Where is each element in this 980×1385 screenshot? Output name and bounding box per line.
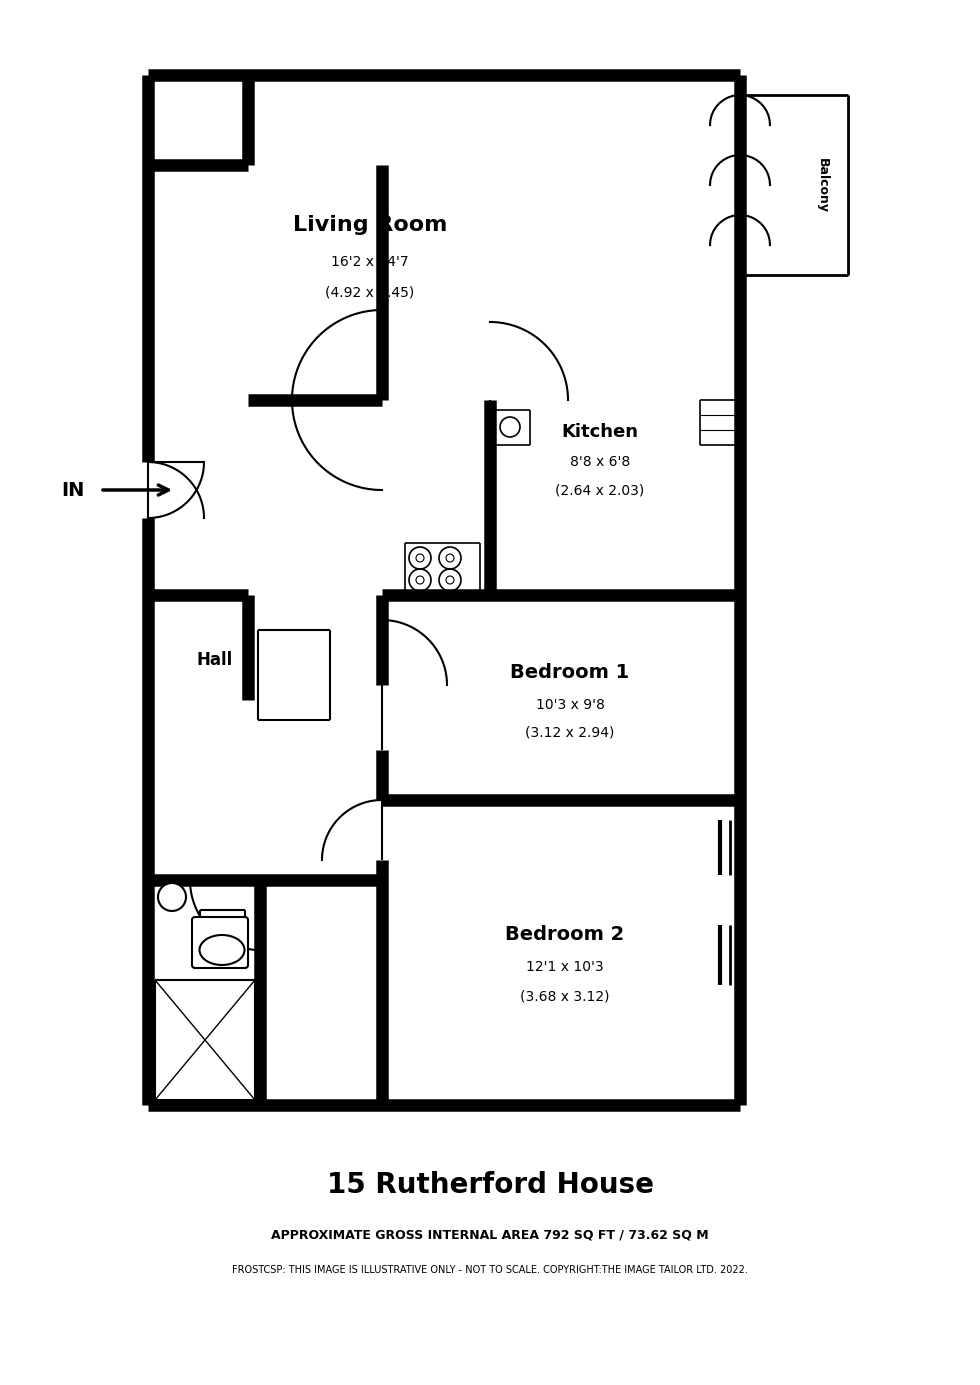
- Text: Balcony: Balcony: [815, 158, 828, 212]
- Text: Hall: Hall: [197, 651, 233, 669]
- Text: 15 Rutherford House: 15 Rutherford House: [326, 1170, 654, 1199]
- Text: Bedroom 1: Bedroom 1: [511, 662, 629, 681]
- Text: Living Room: Living Room: [293, 215, 447, 235]
- Text: Kitchen: Kitchen: [562, 422, 639, 440]
- Text: FROSTCSP: THIS IMAGE IS ILLUSTRATIVE ONLY - NOT TO SCALE. COPYRIGHT:THE IMAGE TA: FROSTCSP: THIS IMAGE IS ILLUSTRATIVE ONL…: [232, 1265, 748, 1276]
- Text: (3.68 x 3.12): (3.68 x 3.12): [520, 989, 610, 1003]
- Text: 16'2 x 14'7: 16'2 x 14'7: [331, 255, 409, 269]
- Text: 12'1 x 10'3: 12'1 x 10'3: [526, 960, 604, 974]
- Text: (2.64 x 2.03): (2.64 x 2.03): [556, 483, 645, 497]
- Text: (4.92 x 4.45): (4.92 x 4.45): [325, 285, 415, 301]
- Text: IN: IN: [62, 481, 85, 500]
- Text: 10'3 x 9'8: 10'3 x 9'8: [535, 698, 605, 712]
- Ellipse shape: [200, 935, 244, 965]
- Text: 8'8 x 6'8: 8'8 x 6'8: [570, 456, 630, 470]
- Text: Bedroom 2: Bedroom 2: [506, 925, 624, 945]
- Text: APPROXIMATE GROSS INTERNAL AREA 792 SQ FT / 73.62 SQ M: APPROXIMATE GROSS INTERNAL AREA 792 SQ F…: [271, 1228, 709, 1241]
- FancyBboxPatch shape: [192, 917, 248, 968]
- Text: (3.12 x 2.94): (3.12 x 2.94): [525, 726, 614, 740]
- Circle shape: [158, 884, 186, 911]
